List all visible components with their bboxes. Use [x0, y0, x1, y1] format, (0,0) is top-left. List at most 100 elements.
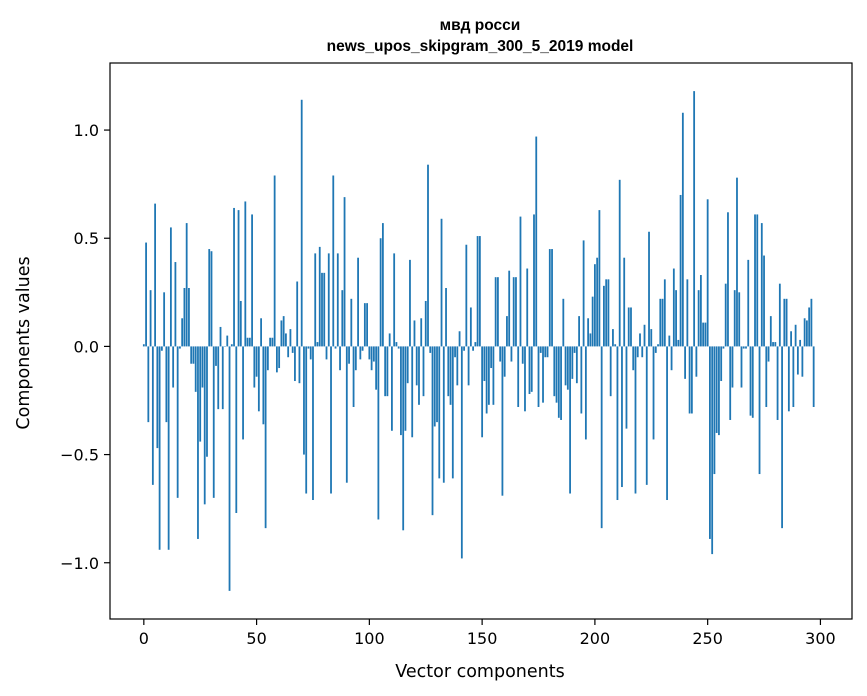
- bar-component-171: [528, 346, 531, 395]
- bar-component-260: [729, 346, 732, 420]
- x-tick-label: 100: [354, 629, 385, 648]
- bar-component-232: [666, 346, 668, 501]
- bar-component-17: [181, 318, 184, 347]
- bar-component-271: [754, 214, 756, 347]
- bar-component-26: [201, 346, 204, 388]
- bar-component-264: [738, 292, 741, 347]
- x-tick-label: 0: [139, 629, 149, 648]
- bar-component-42: [237, 210, 240, 347]
- bar-component-33: [217, 346, 220, 410]
- bar-component-67: [294, 346, 296, 382]
- bar-component-79: [321, 272, 323, 347]
- bar-component-64: [287, 346, 290, 358]
- bar-component-128: [431, 346, 434, 516]
- bar-component-130: [436, 346, 438, 423]
- bar-component-233: [668, 335, 671, 347]
- bar-component-250: [706, 199, 709, 347]
- bar-component-159: [501, 346, 504, 496]
- x-axis: 0 50 100 150 200 250 300: [139, 619, 836, 648]
- bar-component-145: [469, 307, 472, 347]
- bar-component-229: [659, 298, 662, 347]
- bar-component-120: [413, 320, 416, 347]
- bar-component-163: [510, 346, 513, 362]
- bar-component-141: [460, 346, 463, 559]
- bar-component-288: [792, 346, 795, 407]
- bar-component-291: [799, 339, 802, 347]
- bar-component-210: [616, 346, 619, 501]
- bar-component-156: [494, 277, 497, 347]
- x-axis-label: Vector components: [395, 662, 564, 682]
- bar-component-204: [603, 285, 605, 347]
- bar-component-38: [228, 346, 231, 591]
- bar-component-5: [154, 203, 156, 347]
- bar-component-151: [483, 346, 486, 382]
- bar-component-269: [749, 346, 752, 416]
- bar-component-281: [776, 346, 779, 420]
- y-tick-label: 0.5: [74, 229, 99, 248]
- bar-component-261: [731, 346, 734, 388]
- bars-group: [142, 91, 815, 591]
- bar-component-147: [474, 342, 477, 347]
- bar-component-265: [740, 346, 743, 388]
- bar-component-160: [503, 346, 506, 377]
- bar-component-30: [210, 251, 213, 347]
- bar-component-123: [420, 318, 423, 347]
- bar-component-112: [395, 342, 398, 347]
- bar-component-28: [206, 346, 208, 457]
- bar-component-245: [695, 346, 698, 377]
- bar-component-182: [553, 346, 556, 397]
- bar-component-202: [598, 210, 601, 347]
- bar-component-167: [519, 216, 522, 347]
- bar-component-266: [742, 346, 745, 349]
- bar-component-59: [275, 346, 278, 373]
- bar-component-18: [183, 288, 186, 347]
- bar-component-189: [569, 346, 571, 494]
- y-tick-label: 0.0: [74, 337, 99, 356]
- x-tick-label: 300: [805, 629, 836, 648]
- bar-component-154: [490, 346, 493, 369]
- bar-component-247: [699, 275, 702, 347]
- bar-component-270: [751, 346, 754, 418]
- bar-component-23: [194, 346, 197, 392]
- bar-component-131: [438, 346, 441, 479]
- bar-component-206: [607, 279, 610, 347]
- bar-component-37: [226, 335, 229, 347]
- bar-component-95: [357, 257, 359, 347]
- bar-component-90: [345, 346, 348, 483]
- bar-component-196: [584, 346, 587, 440]
- bar-component-21: [190, 346, 193, 364]
- bar-component-272: [756, 214, 759, 347]
- bar-component-107: [384, 346, 387, 397]
- bar-component-70: [300, 99, 303, 347]
- x-tick-label: 50: [246, 629, 266, 648]
- bar-component-50: [255, 346, 258, 377]
- bar-component-60: [278, 346, 281, 369]
- bar-component-253: [713, 346, 716, 475]
- bar-component-213: [623, 257, 626, 347]
- bar-component-58: [273, 175, 276, 347]
- bar-component-164: [512, 277, 515, 347]
- bar-component-161: [506, 316, 508, 347]
- bar-component-294: [805, 320, 808, 347]
- bar-component-19: [185, 223, 188, 347]
- bar-component-82: [327, 253, 330, 347]
- bar-component-87: [339, 346, 341, 371]
- bar-component-84: [332, 175, 335, 347]
- bar-component-284: [783, 298, 786, 347]
- bar-component-135: [447, 346, 450, 397]
- bar-component-234: [670, 346, 673, 371]
- bar-component-116: [404, 346, 407, 431]
- bar-component-77: [316, 342, 319, 347]
- bar-component-149: [478, 236, 481, 347]
- bar-component-289: [794, 324, 797, 347]
- bar-component-228: [657, 344, 659, 347]
- bar-component-218: [634, 346, 637, 494]
- bar-component-53: [262, 346, 265, 425]
- bar-component-295: [808, 307, 811, 347]
- bar-component-249: [704, 322, 707, 347]
- bar-component-55: [266, 346, 269, 371]
- bar-component-57: [271, 337, 274, 347]
- bar-component-153: [487, 346, 490, 405]
- bar-component-25: [199, 346, 202, 442]
- bar-component-203: [600, 346, 603, 529]
